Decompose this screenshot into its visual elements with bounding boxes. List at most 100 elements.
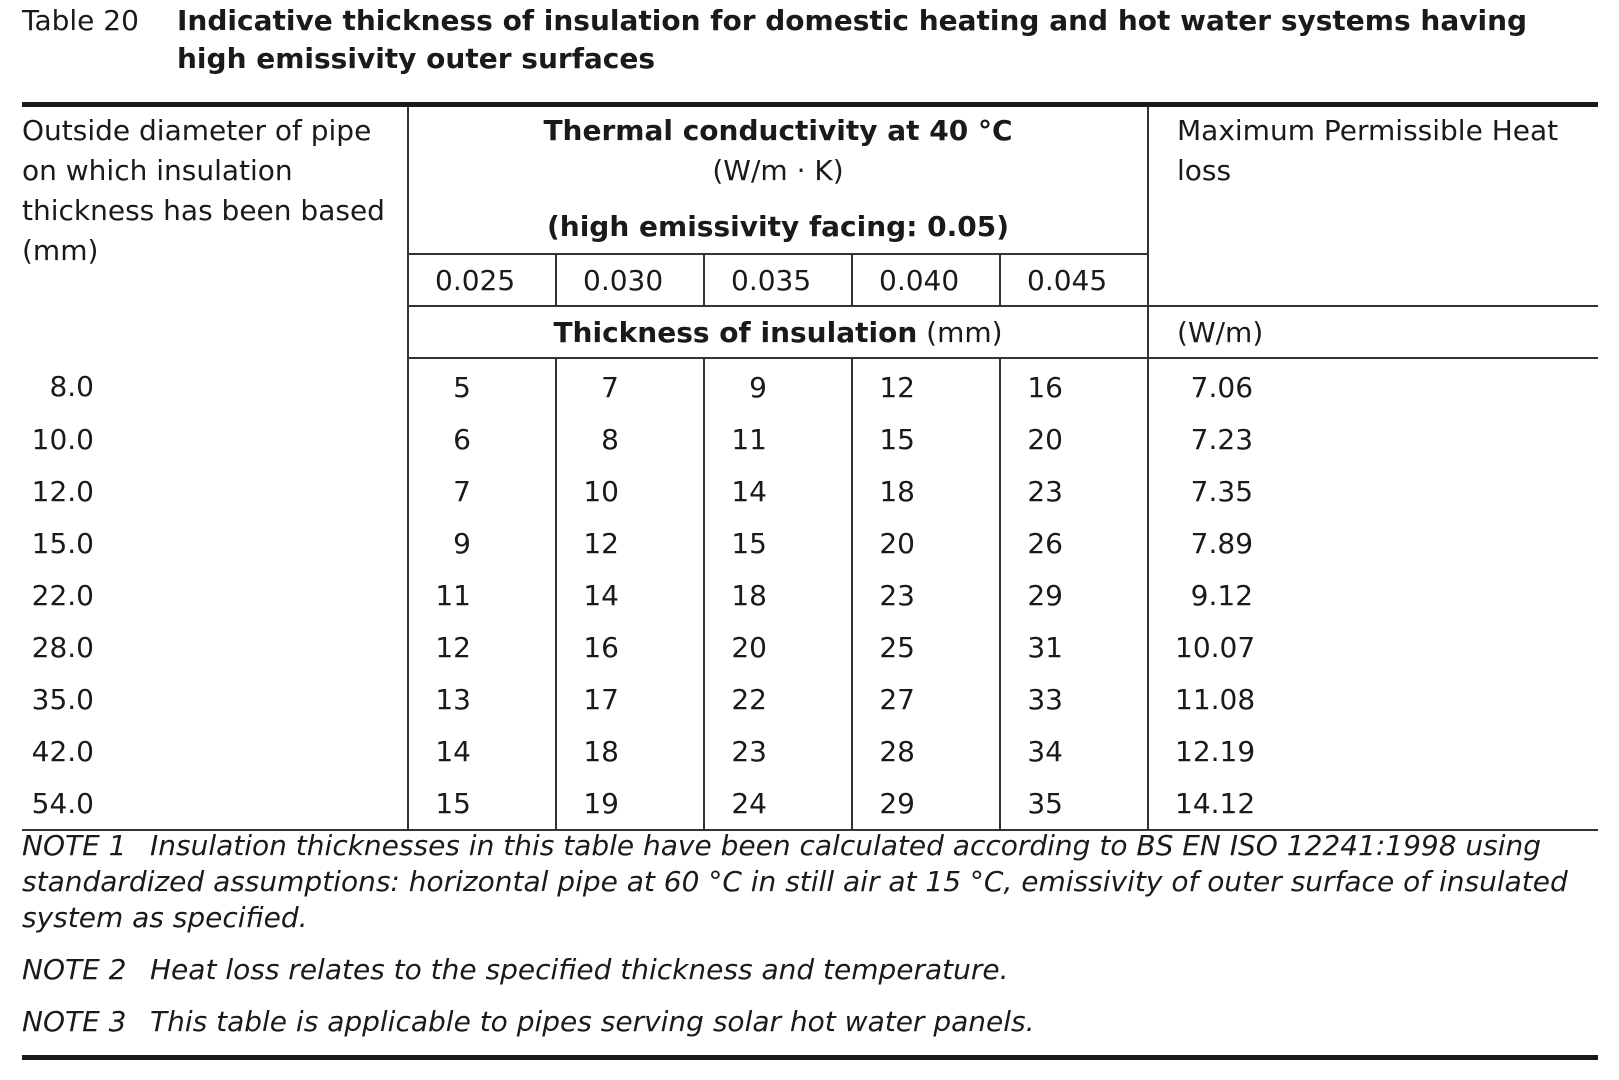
diameter-label: Outside diameter of pipe on which insula… [22, 114, 385, 227]
diameter-cell: 15.0 [22, 517, 409, 569]
note-label: NOTE 3 [22, 1005, 127, 1038]
thickness-cell: 26 [1000, 517, 1150, 569]
heatloss-cell: 11.08 [1175, 682, 1256, 716]
diameter-cell: 28.0 [22, 621, 409, 673]
thickness-cell: 20 [1000, 413, 1150, 465]
thickness-unit: (mm) [926, 315, 1003, 349]
thickness-cell: 23 [1000, 465, 1150, 517]
thickness-label: Thickness of insulation [553, 315, 918, 349]
table-row: 35.0 13 17 22 27 33 11.08 [22, 673, 1598, 725]
thickness-cell: 29 [1000, 569, 1150, 621]
table-row: 8.0 5 7 9 12 16 7.06 [22, 358, 1598, 413]
thickness-cell: 7 [408, 465, 557, 517]
table-row: 15.0 9 12 15 20 26 7.89 [22, 517, 1598, 569]
thickness-cell: 6 [408, 413, 557, 465]
conductivity-header: Thermal conductivity at 40 °C (W/m · K) … [408, 107, 1150, 255]
table-number: Table 20 [22, 4, 139, 37]
thickness-cell: 20 [852, 517, 1001, 569]
table-row: 10.0 6 8 11 15 20 7.23 [22, 413, 1598, 465]
thickness-cell: 34 [1000, 725, 1150, 777]
thickness-cell: 11 [704, 413, 853, 465]
heatloss-cell: 7.06 [1190, 370, 1254, 404]
heatloss-label: Maximum Permissible Heat loss [1177, 114, 1559, 187]
thickness-header: Thickness of insulation (mm) [408, 305, 1150, 359]
conductivity-unit: (W/m · K) [712, 154, 844, 187]
thickness-cell: 24 [704, 777, 853, 830]
heatloss-unit: (W/m) [1148, 305, 1599, 359]
heatloss-cell: 10.07 [1175, 630, 1256, 664]
conductivity-value: 0.035 [704, 254, 853, 306]
thickness-cell: 18 [704, 569, 853, 621]
thickness-cell: 31 [1000, 621, 1150, 673]
thickness-cell: 35 [1000, 777, 1150, 830]
thickness-cell: 7 [556, 358, 705, 413]
thickness-cell: 29 [852, 777, 1001, 830]
thickness-cell: 25 [852, 621, 1001, 673]
conductivity-value: 0.040 [852, 254, 1001, 306]
thickness-cell: 16 [1000, 358, 1150, 413]
thickness-cell: 12 [408, 621, 557, 673]
heatloss-cell: 14.12 [1175, 786, 1256, 820]
thickness-cell: 18 [852, 465, 1001, 517]
bottom-rule [22, 1055, 1598, 1060]
insulation-table: Outside diameter of pipe on which insula… [22, 107, 1599, 831]
conductivity-value: 0.045 [1000, 254, 1150, 306]
heatloss-cell: 7.89 [1190, 526, 1254, 560]
note: NOTE 3 This table is applicable to pipes… [22, 1004, 1598, 1040]
thickness-cell: 19 [556, 777, 705, 830]
note-label: NOTE 2 [22, 953, 127, 986]
diameter-header: Outside diameter of pipe on which insula… [22, 107, 409, 358]
diameter-cell: 8.0 [22, 358, 409, 413]
heatloss-cell: 12.19 [1175, 734, 1256, 768]
note: NOTE 1 Insulation thicknesses in this ta… [22, 828, 1598, 936]
heatloss-header: Maximum Permissible Heat loss [1148, 107, 1598, 306]
diameter-unit: (mm) [22, 234, 99, 267]
thickness-cell: 20 [704, 621, 853, 673]
table-row: 22.0 11 14 18 23 29 9.12 [22, 569, 1598, 621]
thickness-cell: 28 [852, 725, 1001, 777]
thickness-cell: 13 [408, 673, 557, 725]
diameter-cell: 35.0 [22, 673, 409, 725]
table-row: 12.0 7 10 14 18 23 7.35 [22, 465, 1598, 517]
thickness-cell: 27 [852, 673, 1001, 725]
diameter-cell: 42.0 [22, 725, 409, 777]
thickness-cell: 12 [556, 517, 705, 569]
thickness-cell: 11 [408, 569, 557, 621]
note-text: This table is applicable to pipes servin… [150, 1005, 1035, 1038]
thickness-cell: 23 [852, 569, 1001, 621]
conductivity-label: Thermal conductivity at 40 °C [543, 114, 1013, 147]
thickness-cell: 23 [704, 725, 853, 777]
conductivity-value: 0.030 [556, 254, 705, 306]
note-label: NOTE 1 [22, 829, 127, 862]
thickness-cell: 16 [556, 621, 705, 673]
thickness-cell: 17 [556, 673, 705, 725]
heatloss-cell: 7.35 [1190, 474, 1254, 508]
thickness-cell: 8 [556, 413, 705, 465]
thickness-cell: 33 [1000, 673, 1150, 725]
thickness-cell: 14 [704, 465, 853, 517]
top-rule [22, 102, 1598, 107]
note: NOTE 2 Heat loss relates to the specifie… [22, 952, 1598, 988]
table-row: 28.0 12 16 20 25 31 10.07 [22, 621, 1598, 673]
heatloss-cell: 7.23 [1190, 422, 1254, 456]
thickness-cell: 15 [704, 517, 853, 569]
thickness-cell: 14 [408, 725, 557, 777]
thickness-cell: 22 [704, 673, 853, 725]
note-text: Insulation thicknesses in this table hav… [22, 829, 1568, 934]
thickness-cell: 18 [556, 725, 705, 777]
thickness-cell: 10 [556, 465, 705, 517]
note-text: Heat loss relates to the specified thick… [150, 953, 1009, 986]
diameter-cell: 10.0 [22, 413, 409, 465]
table-notes: NOTE 1 Insulation thicknesses in this ta… [22, 828, 1598, 1040]
thickness-cell: 12 [852, 358, 1001, 413]
thickness-cell: 5 [408, 358, 557, 413]
thickness-cell: 14 [556, 569, 705, 621]
table-title: Indicative thickness of insulation for d… [177, 4, 1528, 75]
thickness-cell: 9 [408, 517, 557, 569]
table-row: 42.0 14 18 23 28 34 12.19 [22, 725, 1598, 777]
emissivity-label: (high emissivity facing: 0.05) [546, 210, 1010, 243]
table-row: 54.0 15 19 24 29 35 14.12 [22, 777, 1599, 830]
thickness-cell: 15 [852, 413, 1001, 465]
thickness-cell: 9 [704, 358, 853, 413]
diameter-cell: 22.0 [22, 569, 409, 621]
